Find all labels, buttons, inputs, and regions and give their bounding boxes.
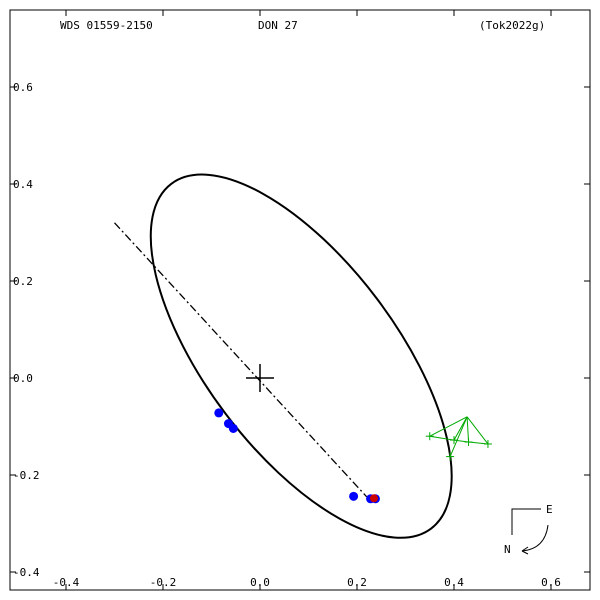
y-tick-label: 0.2	[13, 275, 33, 288]
y-tick-label: 0.0	[13, 372, 33, 385]
header-center-label: DON 27	[258, 19, 298, 32]
y-tick-label: 0.4	[13, 178, 33, 191]
y-tick-label: -0.2	[13, 469, 40, 482]
residual-line	[466, 416, 470, 443]
compass-arrowhead	[521, 546, 529, 555]
x-tick-label: 0.4	[444, 576, 464, 589]
compass: E N	[504, 503, 553, 556]
compass-axes	[511, 508, 541, 535]
x-tick-label: -0.4	[53, 576, 80, 589]
observation-point	[214, 408, 224, 418]
axis-ticks: -0.4 -0.2 0.0 0.2 0.4 0.6 0.6 0.4 0.2 0.0 -0.2 -0.4	[10, 10, 590, 590]
header-right-label: (Tok2022g)	[479, 19, 545, 32]
residual-line	[449, 416, 468, 457]
y-tick-label: -0.4	[13, 566, 40, 579]
observation-point	[349, 491, 359, 501]
residual-line	[429, 416, 468, 437]
compass-north-label: N	[504, 543, 511, 556]
observation-point	[228, 423, 238, 433]
x-tick-label: 0.2	[347, 576, 367, 589]
x-tick-label: -0.2	[150, 576, 177, 589]
y-tick-label: 0.6	[13, 81, 33, 94]
line-of-nodes	[114, 222, 368, 498]
highlighted-observation-point	[369, 494, 378, 503]
header-left-label: WDS 01559-2150	[60, 19, 153, 32]
plot-area	[114, 173, 492, 539]
plot-border	[9, 9, 591, 591]
x-tick-label: 0.6	[541, 576, 561, 589]
compass-direction-arc	[521, 524, 549, 552]
residual-line	[466, 416, 489, 445]
orbit-ellipse	[149, 173, 453, 539]
x-tick-label: 0.0	[250, 576, 270, 589]
residual-track	[429, 435, 488, 445]
compass-east-label: E	[546, 503, 553, 516]
